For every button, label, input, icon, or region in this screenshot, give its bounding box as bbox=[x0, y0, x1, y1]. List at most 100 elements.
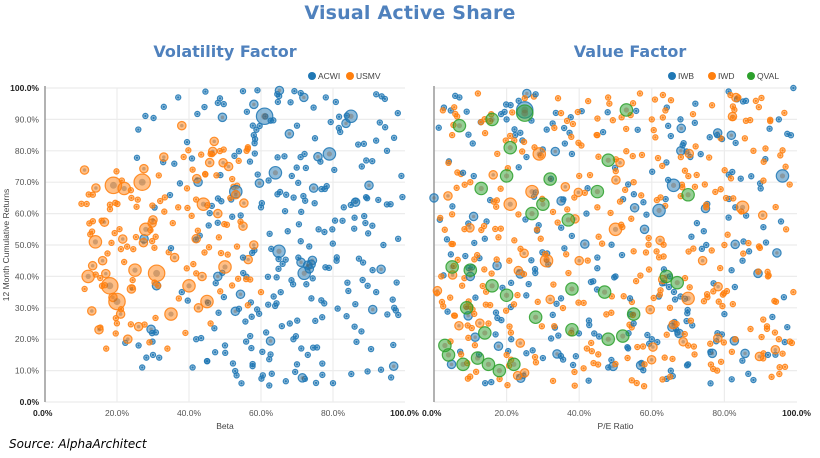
iwb-point-core bbox=[628, 297, 632, 300]
iwd-point-core bbox=[596, 206, 599, 209]
acwi-point-core bbox=[169, 247, 173, 250]
iwd-point-core bbox=[567, 271, 570, 275]
iwd-point bbox=[443, 191, 453, 201]
iwb-point bbox=[707, 348, 718, 359]
qval-point-core bbox=[489, 283, 495, 289]
iwd-point-core bbox=[731, 303, 734, 306]
iwd-point-core bbox=[634, 280, 638, 283]
acwi-point-core bbox=[218, 97, 222, 100]
acwi-point-core bbox=[178, 182, 182, 185]
iwb-point-core bbox=[471, 142, 474, 145]
acwi-point-core bbox=[333, 219, 337, 222]
acwi-point-core bbox=[378, 121, 381, 124]
iwb-point-core bbox=[673, 298, 677, 301]
iwd-point-core bbox=[661, 164, 664, 167]
usmv-point bbox=[133, 321, 144, 332]
usmv-point-core bbox=[106, 252, 109, 255]
iwd-point-core bbox=[442, 305, 445, 308]
usmv-point bbox=[79, 165, 90, 175]
usmv-point-core bbox=[182, 155, 185, 159]
x-tick-label: 100.0% bbox=[782, 408, 811, 418]
iwd-point-core bbox=[511, 111, 514, 114]
qval-point bbox=[626, 307, 641, 321]
iwb-point-core bbox=[467, 133, 470, 136]
iwd-point-core bbox=[515, 373, 520, 378]
iwd-point-core bbox=[762, 160, 765, 163]
iwd-point-core bbox=[731, 105, 734, 108]
acwi-point-core bbox=[316, 154, 320, 159]
iwd-point-core bbox=[439, 216, 442, 220]
iwd-point-core bbox=[521, 150, 524, 153]
usmv-point-core bbox=[226, 253, 229, 256]
iwd-point bbox=[560, 182, 571, 192]
iwb-point-core bbox=[471, 214, 476, 219]
iwd-point-core bbox=[773, 348, 778, 352]
iwd-point-core bbox=[451, 134, 454, 137]
iwd-point-core bbox=[689, 319, 692, 322]
usmv-point-core bbox=[102, 220, 107, 224]
acwi-point-core bbox=[240, 382, 243, 385]
usmv-point-core bbox=[200, 201, 207, 207]
iwb-point-core bbox=[454, 94, 457, 97]
acwi-point-core bbox=[396, 112, 399, 115]
acwi-point-core bbox=[233, 154, 236, 157]
usmv-point-core bbox=[226, 164, 231, 169]
iwb-point-core bbox=[465, 110, 468, 113]
acwi-point-core bbox=[385, 149, 389, 152]
iwb-point-core bbox=[541, 356, 545, 360]
acwi-point bbox=[213, 271, 223, 282]
usmv-point-core bbox=[129, 323, 132, 326]
usmv-point-core bbox=[151, 204, 154, 207]
iwd-point-core bbox=[535, 228, 539, 231]
iwd-point-core bbox=[625, 127, 628, 130]
iwd-point-core bbox=[679, 195, 682, 198]
usmv-point-core bbox=[114, 201, 117, 204]
acwi-point-core bbox=[185, 141, 189, 144]
usmv-point-core bbox=[246, 257, 250, 262]
iwb-point-core bbox=[545, 128, 548, 131]
iwd-point-core bbox=[563, 185, 568, 189]
acwi-point-core bbox=[303, 152, 306, 156]
usmv-point-core bbox=[119, 248, 123, 251]
iwd-point-core bbox=[683, 276, 687, 280]
qval-point bbox=[503, 140, 518, 155]
iwb-point-core bbox=[679, 126, 684, 131]
iwb-point-core bbox=[583, 242, 587, 246]
iwb-point-core bbox=[517, 166, 520, 169]
iwd-point-core bbox=[739, 204, 746, 210]
iwd-point bbox=[684, 148, 695, 159]
iwb-point-core bbox=[461, 171, 465, 174]
acwi-point-core bbox=[268, 232, 271, 235]
iwd-point-core bbox=[519, 247, 522, 250]
acwi-point-core bbox=[333, 168, 336, 171]
iwd-point-core bbox=[758, 246, 762, 249]
acwi-point-core bbox=[295, 363, 299, 366]
iwb-point bbox=[629, 202, 640, 213]
iwd-point-core bbox=[778, 366, 781, 369]
iwd-point-core bbox=[692, 345, 695, 348]
iwb-point-core bbox=[446, 310, 449, 313]
iwb-point bbox=[666, 178, 681, 193]
iwd-point-core bbox=[779, 154, 782, 157]
acwi-point-core bbox=[252, 134, 255, 137]
usmv-point-core bbox=[177, 206, 180, 209]
iwd-point-core bbox=[712, 290, 715, 293]
usmv-point-core bbox=[237, 159, 240, 162]
usmv-point-core bbox=[100, 258, 105, 263]
usmv-point-core bbox=[192, 263, 195, 266]
acwi-point bbox=[265, 336, 276, 346]
iwd-point-core bbox=[732, 197, 735, 200]
iwd-point-core bbox=[498, 377, 501, 381]
acwi-point-core bbox=[384, 126, 387, 129]
iwb-point-core bbox=[445, 238, 449, 241]
iwb-point bbox=[580, 239, 590, 249]
iwd-point-core bbox=[719, 137, 722, 140]
qval-point-core bbox=[594, 189, 600, 195]
acwi-point-core bbox=[366, 370, 369, 373]
iwb-point-core bbox=[501, 286, 504, 289]
iwd-point-core bbox=[533, 355, 537, 359]
iwb-point-core bbox=[730, 378, 733, 381]
iwd-point bbox=[735, 200, 750, 215]
iwb-point-core bbox=[766, 353, 770, 356]
acwi-point-core bbox=[299, 240, 302, 243]
